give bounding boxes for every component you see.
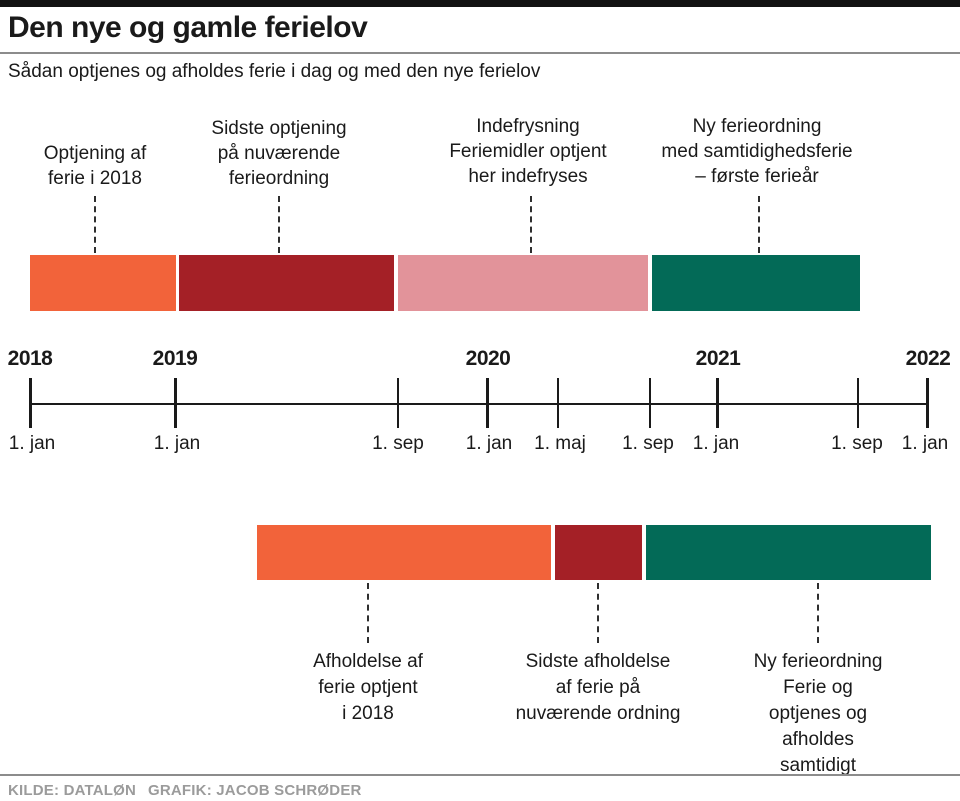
year-label-2022: 2022 (905, 347, 951, 370)
annotation-optjening-2018: Optjening af ferie i 2018 (43, 143, 147, 189)
year-label-2021: 2021 (695, 347, 741, 370)
date-label: 1. jan (153, 433, 201, 454)
title-divider (0, 52, 960, 54)
axis-tick-minor (857, 378, 859, 428)
bar-sidste-afholdelse (555, 525, 642, 580)
page-subtitle: Sådan optjenes og afholdes ferie i dag o… (8, 61, 541, 82)
bar-sidste-optjening (179, 255, 394, 311)
date-label: 1. jan (8, 433, 56, 454)
year-label-2019: 2019 (152, 347, 198, 370)
axis-tick-major (174, 378, 177, 428)
graphic-credit: GRAFIK: JACOB SCHRØDER (148, 782, 362, 799)
page-title: Den nye og gamle ferielov (8, 11, 368, 44)
top-accent-bar (0, 0, 960, 7)
date-label: 1. sep (622, 433, 674, 454)
annotation-afholdelse-2018: Afholdelse af ferie optjent i 2018 (313, 651, 423, 724)
leader-line (530, 196, 532, 253)
year-label-2018: 2018 (7, 347, 53, 370)
axis-tick-major (716, 378, 719, 428)
annotation-indefrysning: Indefrysning Feriemidler optjent her ind… (449, 116, 607, 187)
bar-ny-ferieordning-samtidig (646, 525, 931, 580)
date-label: 1. sep (831, 433, 883, 454)
bar-afholdelse-2018 (257, 525, 551, 580)
year-label-2020: 2020 (465, 347, 511, 370)
bar-optjening-2018 (30, 255, 176, 311)
annotation-ny-ferieordning-top: Ny ferieordning med samtidighedsferie – … (661, 116, 853, 187)
axis-tick-major (486, 378, 489, 428)
leader-line (278, 196, 280, 253)
footer-divider (0, 774, 960, 776)
axis-tick-minor (649, 378, 651, 428)
leader-line (817, 583, 819, 643)
annotation-sidste-afholdelse: Sidste afholdelse af ferie på nuværende … (515, 651, 681, 724)
leader-line (94, 196, 96, 253)
bar-ny-ferieordning-foerste (652, 255, 860, 311)
date-label: 1. maj (534, 433, 586, 454)
axis-tick-major (29, 378, 32, 428)
source-credit: KILDE: DATALØN (8, 782, 137, 799)
bar-indefrysning (398, 255, 648, 311)
axis-tick-major (926, 378, 929, 428)
annotation-sidste-optjening: Sidste optjening på nuværende ferieordni… (211, 118, 347, 189)
axis-tick-minor (397, 378, 399, 428)
date-label: 1. sep (372, 433, 424, 454)
leader-line (758, 196, 760, 253)
annotation-ny-ferieordning-bottom: Ny ferieordning Ferie og optjenes og afh… (753, 651, 883, 776)
date-label: 1. jan (901, 433, 949, 454)
leader-line (597, 583, 599, 643)
date-label: 1. jan (465, 433, 513, 454)
axis-tick-minor (557, 378, 559, 428)
date-label: 1. jan (692, 433, 740, 454)
leader-line (367, 583, 369, 643)
timeline-axis (30, 403, 928, 405)
